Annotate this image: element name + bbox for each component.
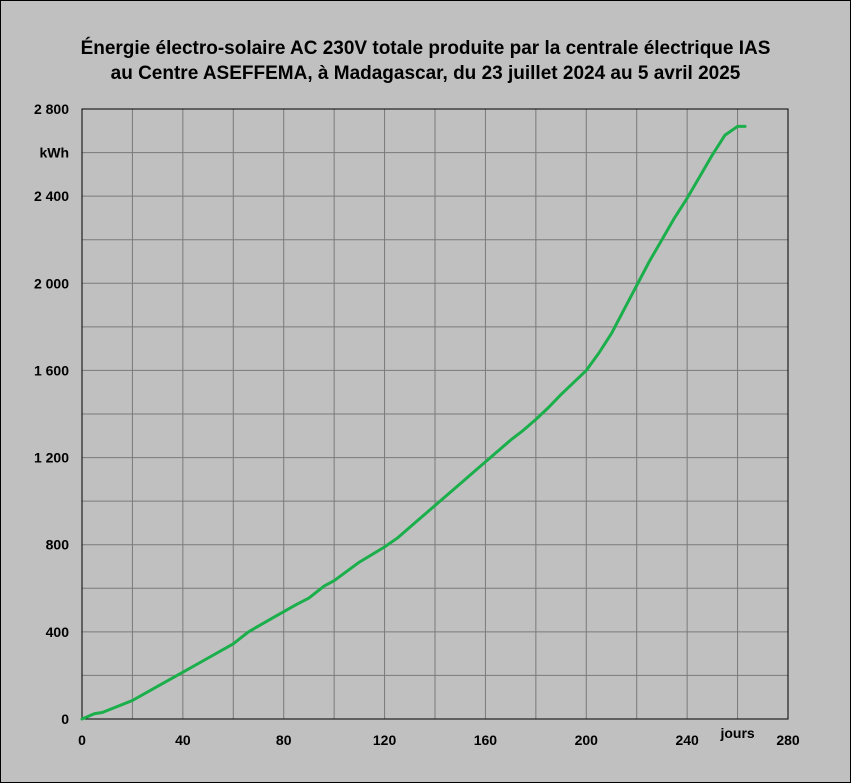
x-tick-label: 120 <box>373 732 397 748</box>
x-tick-label: 40 <box>175 732 191 748</box>
x-axis-label: jours <box>719 725 754 741</box>
x-tick-label: 80 <box>276 732 292 748</box>
x-tick-label: 280 <box>776 732 800 748</box>
x-tick-label: 0 <box>78 732 86 748</box>
x-tick-label: 200 <box>575 732 599 748</box>
chart-subtitle: au Centre ASEFFEMA, à Madagascar, du 23 … <box>110 63 741 84</box>
y-tick-label: 1 200 <box>34 450 69 466</box>
y-tick-label: 1 600 <box>34 362 69 378</box>
y-tick-label: 0 <box>61 711 69 727</box>
x-tick-label: 240 <box>675 732 699 748</box>
y-tick-label: 2 000 <box>34 275 69 291</box>
y-tick-label: 800 <box>46 537 70 553</box>
y-tick-label: 400 <box>46 624 70 640</box>
grid <box>82 109 788 719</box>
y-tick-label: 2 400 <box>34 188 69 204</box>
chart-title: Énergie électro-solaire AC 230V totale p… <box>80 38 771 59</box>
y-axis-label: kWh <box>39 145 69 161</box>
tick-labels: 0 40 80 120 160 200 240 280 0 400 800 1 200 1 600 2 0… <box>34 101 800 748</box>
plot-area-border <box>81 108 789 720</box>
y-tick-label: 2 800 <box>34 101 69 117</box>
x-tick-label: 160 <box>474 732 498 748</box>
series-line <box>80 124 747 721</box>
